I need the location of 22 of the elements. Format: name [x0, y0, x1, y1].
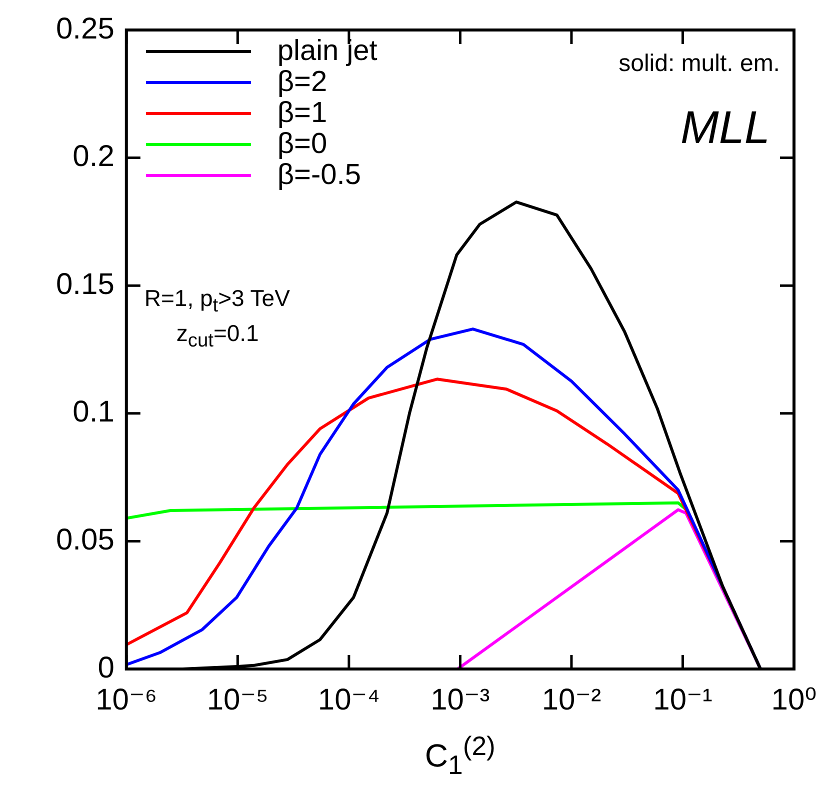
annotation: MLL [680, 100, 770, 154]
legend-label: β=0 [277, 128, 328, 160]
x-tick-label: 10⁻⁴ [318, 683, 380, 716]
legend-label: β=1 [277, 97, 328, 129]
annotation: solid: mult. em. [618, 50, 780, 78]
y-tick-label: 0.2 [72, 140, 114, 174]
annotation: R=1, p$_{t}$>3 TeV [144, 285, 290, 318]
y-tick-label: 0.15 [56, 268, 114, 301]
x-tick-label: 10⁰ [771, 683, 817, 716]
y-tick-label: 0 [98, 651, 114, 684]
x-tick-label: 10⁻¹ [653, 683, 712, 716]
y-tick-label: 0.05 [56, 523, 114, 556]
x-tick-label: 10⁻⁵ [206, 683, 268, 716]
y-tick-label: 0.25 [56, 12, 114, 46]
y-tick-label: 0.1 [72, 396, 114, 429]
x-tick-label: 10⁻² [542, 683, 602, 716]
legend-label: plain jet [277, 35, 378, 67]
legend-label: β=-0.5 [277, 159, 361, 191]
x-tick-label: 10⁻³ [430, 683, 490, 716]
legend-label: β=2 [277, 66, 328, 98]
x-tick-label: 10⁻⁶ [96, 683, 158, 716]
annotation: z$_{cut}$=0.1 [176, 320, 259, 353]
